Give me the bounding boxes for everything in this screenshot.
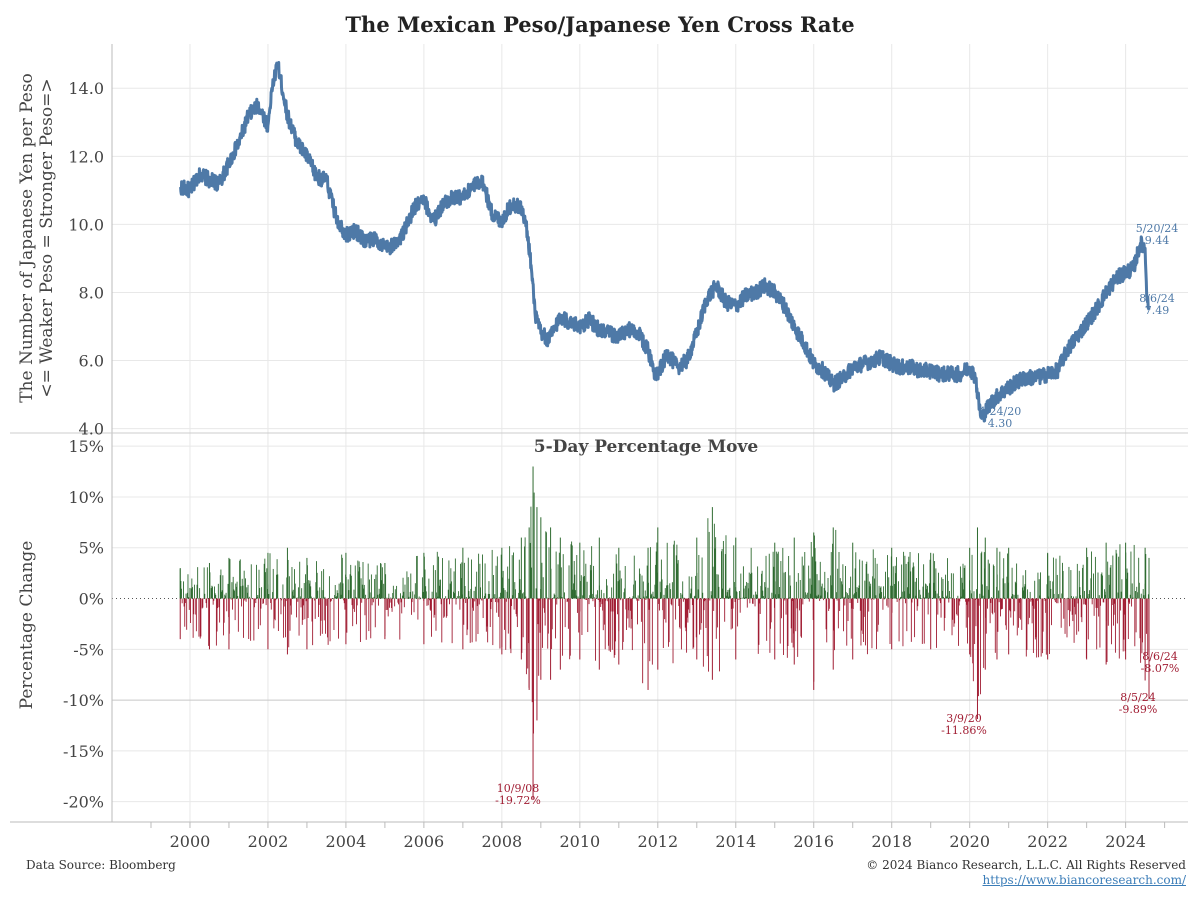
annotation-aug6-drop: 8/6/24 xyxy=(1142,650,1177,663)
bottom-panel-title: 5-Day Percentage Move xyxy=(534,437,759,457)
top-ylabel-secondary: <= Weaker Peso = Stronger Peso=> xyxy=(37,78,57,397)
x-tick-label: 2008 xyxy=(481,832,522,851)
x-tick-label: 2014 xyxy=(715,832,756,851)
top-ytick-label: 10.0 xyxy=(68,215,104,234)
bottom-ytick-label: 5% xyxy=(79,539,104,558)
annotation-latest: 7.49 xyxy=(1145,304,1170,317)
footer-right: © 2024 Bianco Research, L.L.C. All Right… xyxy=(866,858,1186,888)
x-tick-label: 2024 xyxy=(1105,832,1146,851)
data-source: Data Source: Bloomberg xyxy=(26,858,176,872)
top-ytick-label: 4.0 xyxy=(79,420,104,439)
annotation-aug5-drop: 8/5/24 xyxy=(1120,691,1155,704)
x-tick-label: 2022 xyxy=(1027,832,1068,851)
annotation-2020-drop: 3/9/20 xyxy=(946,712,981,725)
top-ytick-label: 14.0 xyxy=(68,79,104,98)
annotation-2008-drop: -19.72% xyxy=(495,794,541,807)
top-ylabel: The Number of Japanese Yen per Peso xyxy=(17,73,37,403)
x-tick-label: 2018 xyxy=(871,832,912,851)
annotation-low: 4.30 xyxy=(988,417,1013,430)
annotation-latest: 8/6/24 xyxy=(1139,292,1174,305)
annotation-aug6-drop: -8.07% xyxy=(1141,662,1180,675)
annotation-low: 4/24/20 xyxy=(979,405,1021,418)
annotation-aug5-drop: -9.89% xyxy=(1119,703,1158,716)
copyright: © 2024 Bianco Research, L.L.C. All Right… xyxy=(866,858,1186,872)
x-tick-label: 2020 xyxy=(949,832,990,851)
axes-layer xyxy=(10,44,1188,828)
x-tick-label: 2004 xyxy=(326,832,367,851)
annotation-2008-drop: 10/9/08 xyxy=(497,782,539,795)
annotation-peak: 9.44 xyxy=(1145,234,1170,247)
chart-title: The Mexican Peso/Japanese Yen Cross Rate xyxy=(345,12,855,37)
x-tick-label: 2006 xyxy=(404,832,445,851)
bottom-ytick-label: -15% xyxy=(63,742,104,761)
x-tick-label: 2016 xyxy=(793,832,834,851)
bottom-ytick-label: 0% xyxy=(79,590,104,609)
x-tick-label: 2000 xyxy=(170,832,211,851)
bottom-ylabel: Percentage Change xyxy=(17,541,37,710)
bottom-ytick-label: -20% xyxy=(63,793,104,812)
top-ytick-label: 8.0 xyxy=(79,283,104,302)
bottom-ytick-label: 15% xyxy=(68,437,104,456)
line-layer xyxy=(179,61,1151,423)
annotation-peak: 5/20/24 xyxy=(1136,222,1178,235)
x-tick-label: 2002 xyxy=(248,832,289,851)
bottom-ytick-label: -10% xyxy=(63,691,104,710)
top-ytick-label: 12.0 xyxy=(68,147,104,166)
text-layer: 4.0 6.0 8.0 10.0 12.0 14.0 -20% -15% -10% -5% 0% 5%… xyxy=(17,73,1179,851)
x-tick-label: 2010 xyxy=(559,832,600,851)
annotation-2020-drop: -11.86% xyxy=(941,724,987,737)
x-tick-label: 2012 xyxy=(637,832,678,851)
bottom-ytick-label: -5% xyxy=(73,640,104,659)
bars-layer xyxy=(179,466,1150,799)
cross-rate-line xyxy=(179,61,1151,423)
top-ytick-label: 6.0 xyxy=(79,352,104,371)
website-link[interactable]: https://www.biancoresearch.com/ xyxy=(982,873,1186,887)
bottom-ytick-label: 10% xyxy=(68,488,104,507)
